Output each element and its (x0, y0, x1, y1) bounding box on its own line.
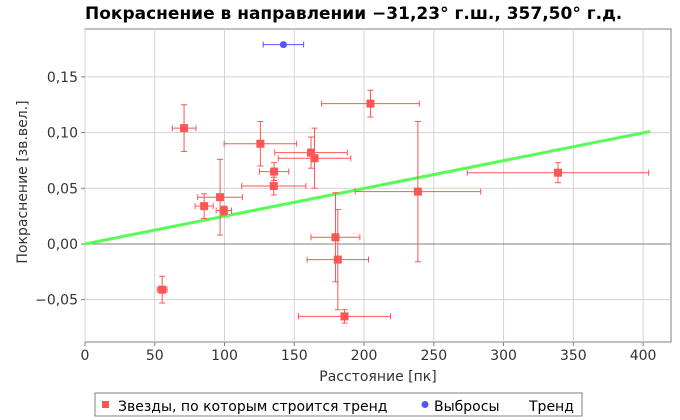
data-point-star (219, 206, 228, 215)
data-point-star (216, 193, 225, 202)
data-point-star (180, 124, 189, 133)
data-point-star (553, 168, 562, 177)
data-point-star (333, 255, 342, 264)
x-tick-label: 300 (490, 348, 517, 364)
legend-marker-outliers (421, 401, 429, 408)
plot-area: 0 50 100 150 200 250 300 350 400 −0,05 0,00 0,05 0,1… (35, 28, 672, 364)
y-tick-label: 0,00 (47, 237, 78, 253)
y-tick-label: 0,05 (47, 181, 78, 197)
legend-label-trend: Тренд (528, 399, 574, 415)
data-point-star (200, 202, 209, 211)
legend-label-outliers: Выбросы (434, 399, 500, 415)
x-tick-label: 400 (630, 348, 657, 364)
y-tick-label: 0,10 (47, 126, 78, 142)
data-point-star (307, 148, 316, 157)
x-tick-label: 250 (420, 348, 447, 364)
x-tick-label: 0 (81, 348, 90, 364)
x-tick-label: 50 (146, 348, 164, 364)
data-point-star (366, 99, 375, 108)
x-axis-label: Расстояние [пк] (319, 369, 436, 385)
data-point-star (269, 182, 278, 191)
trend-line (84, 130, 651, 246)
data-point-star (340, 312, 349, 321)
data-point-outlier (279, 41, 287, 49)
data-point-star (256, 139, 265, 148)
data-point-star (158, 285, 167, 294)
legend: Звезды, по которым строится тренд Выбросы… (94, 392, 583, 417)
y-tick-label: −0,05 (35, 293, 78, 309)
y-axis-label: Покраснение [зв.вел.] (15, 100, 31, 263)
x-tick-label: 100 (211, 348, 238, 364)
data-point-star (331, 233, 340, 242)
legend-marker-stars (102, 401, 109, 408)
data-point-star (270, 167, 279, 176)
data-point-star (413, 187, 422, 196)
x-tick-label: 150 (281, 348, 308, 364)
data-point-star (310, 154, 319, 163)
legend-label-stars: Звезды, по которым строится тренд (118, 399, 387, 415)
chart-title: Покраснение в направлении −31,23° г.ш., … (85, 4, 622, 24)
y-tick-label: 0,15 (47, 70, 78, 86)
x-tick-label: 200 (351, 348, 378, 364)
legend-frame (94, 392, 583, 417)
x-tick-label: 350 (560, 348, 587, 364)
